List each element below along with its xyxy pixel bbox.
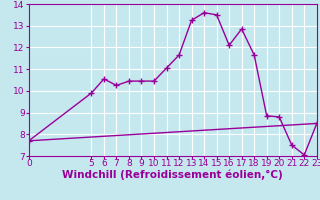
X-axis label: Windchill (Refroidissement éolien,°C): Windchill (Refroidissement éolien,°C)	[62, 170, 283, 180]
